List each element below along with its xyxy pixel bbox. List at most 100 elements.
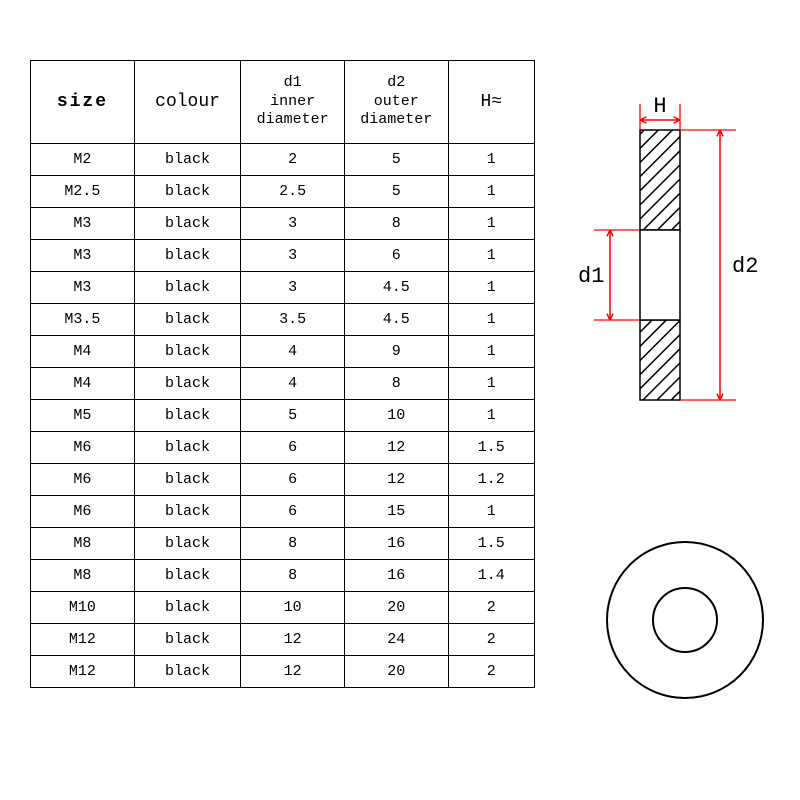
cell-h: 1 bbox=[448, 144, 534, 176]
cell-d1: 10 bbox=[241, 592, 345, 624]
cell-h: 1.2 bbox=[448, 464, 534, 496]
cell-h: 1.5 bbox=[448, 432, 534, 464]
header-d2-l1: d2 bbox=[387, 74, 405, 91]
cell-h: 1 bbox=[448, 240, 534, 272]
cell-d2: 4.5 bbox=[344, 272, 448, 304]
cell-size: M4 bbox=[31, 368, 135, 400]
cell-colour: black bbox=[134, 240, 240, 272]
cell-d2: 10 bbox=[344, 400, 448, 432]
cell-size: M5 bbox=[31, 400, 135, 432]
table-row: M6black6151 bbox=[31, 496, 535, 528]
cell-d2: 5 bbox=[344, 176, 448, 208]
table-row: M12black12242 bbox=[31, 624, 535, 656]
cell-h: 1 bbox=[448, 208, 534, 240]
svg-text:d1: d1 bbox=[578, 264, 604, 289]
cell-d1: 4 bbox=[241, 368, 345, 400]
cell-h: 1 bbox=[448, 336, 534, 368]
table-row: M3black361 bbox=[31, 240, 535, 272]
table-row: M8black8161.5 bbox=[31, 528, 535, 560]
table-row: M4black481 bbox=[31, 368, 535, 400]
cell-h: 1.5 bbox=[448, 528, 534, 560]
header-d1-l2: inner bbox=[270, 93, 315, 110]
cell-size: M8 bbox=[31, 528, 135, 560]
cell-size: M8 bbox=[31, 560, 135, 592]
cell-colour: black bbox=[134, 496, 240, 528]
cell-h: 1 bbox=[448, 496, 534, 528]
table-row: M4black491 bbox=[31, 336, 535, 368]
cell-h: 2 bbox=[448, 656, 534, 688]
table-row: M3black381 bbox=[31, 208, 535, 240]
cell-size: M6 bbox=[31, 464, 135, 496]
cell-size: M12 bbox=[31, 624, 135, 656]
cell-d2: 12 bbox=[344, 464, 448, 496]
cell-colour: black bbox=[134, 656, 240, 688]
cell-colour: black bbox=[134, 464, 240, 496]
cell-d2: 12 bbox=[344, 432, 448, 464]
cell-size: M10 bbox=[31, 592, 135, 624]
cell-h: 2 bbox=[448, 592, 534, 624]
header-h: H≈ bbox=[448, 61, 534, 144]
table-row: M3black34.51 bbox=[31, 272, 535, 304]
table-row: M10black10202 bbox=[31, 592, 535, 624]
cell-size: M2.5 bbox=[31, 176, 135, 208]
table-row: M12black12202 bbox=[31, 656, 535, 688]
cell-d2: 9 bbox=[344, 336, 448, 368]
ring-diagram bbox=[595, 530, 775, 710]
cell-d1: 12 bbox=[241, 656, 345, 688]
table-row: M3.5black3.54.51 bbox=[31, 304, 535, 336]
cell-d1: 3 bbox=[241, 208, 345, 240]
cell-d1: 3 bbox=[241, 272, 345, 304]
cell-size: M2 bbox=[31, 144, 135, 176]
cell-h: 1 bbox=[448, 400, 534, 432]
ring-svg bbox=[595, 530, 775, 710]
cell-size: M4 bbox=[31, 336, 135, 368]
cell-size: M12 bbox=[31, 656, 135, 688]
table-header-row: size colour d1 inner diameter d2 outer d… bbox=[31, 61, 535, 144]
cell-d2: 24 bbox=[344, 624, 448, 656]
table-row: M5black5101 bbox=[31, 400, 535, 432]
cell-colour: black bbox=[134, 336, 240, 368]
cell-colour: black bbox=[134, 592, 240, 624]
cell-d1: 2.5 bbox=[241, 176, 345, 208]
cell-d2: 20 bbox=[344, 656, 448, 688]
header-d1-l1: d1 bbox=[284, 74, 302, 91]
cell-d2: 8 bbox=[344, 368, 448, 400]
header-d2-l3: diameter bbox=[360, 111, 432, 128]
table-row: M6black6121.5 bbox=[31, 432, 535, 464]
cell-d2: 20 bbox=[344, 592, 448, 624]
cell-d1: 6 bbox=[241, 464, 345, 496]
cell-colour: black bbox=[134, 144, 240, 176]
header-colour: colour bbox=[134, 61, 240, 144]
cell-h: 1 bbox=[448, 272, 534, 304]
cell-d1: 12 bbox=[241, 624, 345, 656]
header-d1-l3: diameter bbox=[257, 111, 329, 128]
cell-d2: 6 bbox=[344, 240, 448, 272]
table-row: M2.5black2.551 bbox=[31, 176, 535, 208]
cell-h: 1.4 bbox=[448, 560, 534, 592]
cell-colour: black bbox=[134, 176, 240, 208]
cell-size: M6 bbox=[31, 432, 135, 464]
cell-colour: black bbox=[134, 400, 240, 432]
cell-d1: 3 bbox=[241, 240, 345, 272]
cell-d2: 5 bbox=[344, 144, 448, 176]
cell-d1: 8 bbox=[241, 560, 345, 592]
header-d2: d2 outer diameter bbox=[344, 61, 448, 144]
cell-h: 1 bbox=[448, 368, 534, 400]
washer-spec-table: size colour d1 inner diameter d2 outer d… bbox=[30, 60, 535, 688]
cell-d2: 16 bbox=[344, 528, 448, 560]
cell-colour: black bbox=[134, 208, 240, 240]
cell-size: M3.5 bbox=[31, 304, 135, 336]
cell-size: M3 bbox=[31, 240, 135, 272]
svg-text:d2: d2 bbox=[732, 254, 758, 279]
cell-colour: black bbox=[134, 432, 240, 464]
header-size: size bbox=[31, 61, 135, 144]
cell-colour: black bbox=[134, 304, 240, 336]
cell-h: 2 bbox=[448, 624, 534, 656]
cell-d1: 5 bbox=[241, 400, 345, 432]
table-row: M2black251 bbox=[31, 144, 535, 176]
cell-d1: 3.5 bbox=[241, 304, 345, 336]
header-d2-l2: outer bbox=[374, 93, 419, 110]
svg-text:H: H bbox=[653, 94, 666, 119]
cell-d1: 6 bbox=[241, 432, 345, 464]
cell-colour: black bbox=[134, 560, 240, 592]
